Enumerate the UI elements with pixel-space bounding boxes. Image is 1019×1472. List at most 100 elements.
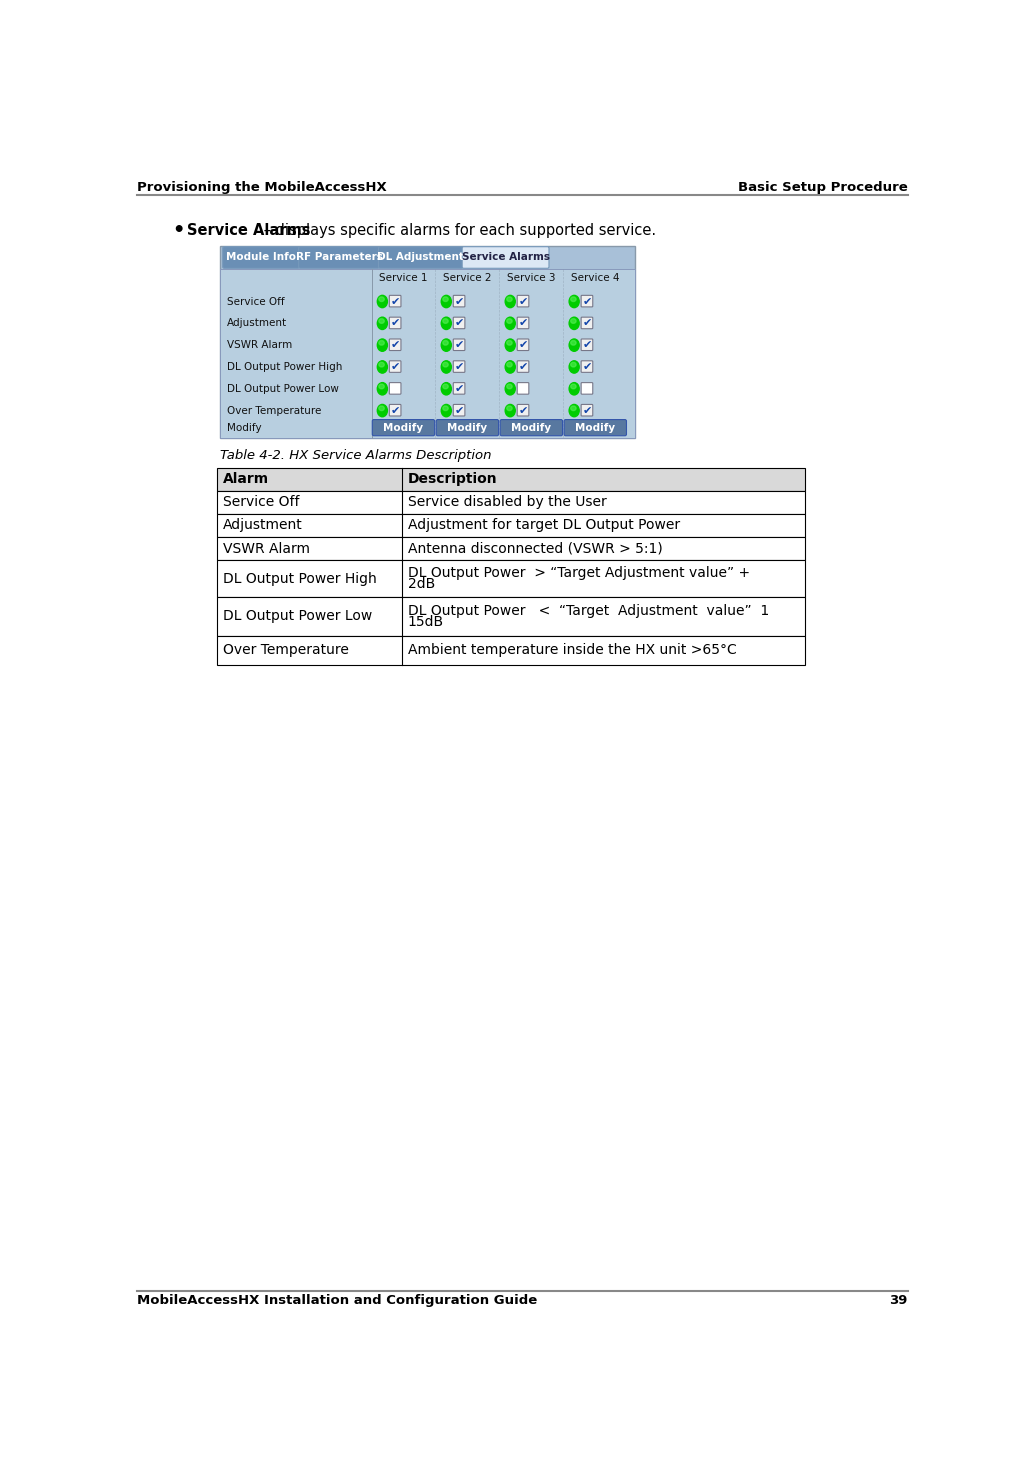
FancyBboxPatch shape — [378, 247, 463, 268]
FancyBboxPatch shape — [453, 339, 465, 350]
Text: DL Output Power Low: DL Output Power Low — [226, 384, 338, 394]
Ellipse shape — [377, 316, 387, 330]
FancyBboxPatch shape — [389, 405, 400, 417]
Ellipse shape — [571, 297, 576, 302]
Text: ✔: ✔ — [454, 318, 464, 328]
FancyBboxPatch shape — [581, 296, 593, 306]
Text: ✔: ✔ — [519, 340, 528, 350]
Ellipse shape — [570, 296, 579, 308]
Bar — [216, 490, 805, 514]
Ellipse shape — [570, 316, 579, 330]
Text: DL Output Power  > “Target Adjustment value” +: DL Output Power > “Target Adjustment val… — [408, 567, 750, 580]
FancyBboxPatch shape — [453, 383, 465, 394]
Text: Service Alarms: Service Alarms — [462, 253, 549, 262]
Text: 2dB: 2dB — [408, 577, 435, 590]
FancyBboxPatch shape — [223, 247, 300, 268]
Ellipse shape — [570, 405, 579, 417]
Ellipse shape — [570, 339, 579, 352]
Text: RF Parameters: RF Parameters — [296, 253, 382, 262]
Ellipse shape — [505, 316, 516, 330]
Ellipse shape — [443, 362, 448, 367]
Text: – displays specific alarms for each supported service.: – displays specific alarms for each supp… — [259, 224, 656, 238]
FancyBboxPatch shape — [453, 296, 465, 306]
FancyBboxPatch shape — [565, 420, 627, 436]
Ellipse shape — [443, 340, 448, 344]
FancyBboxPatch shape — [463, 247, 549, 268]
Text: Ambient temperature inside the HX unit >65°C: Ambient temperature inside the HX unit >… — [408, 643, 737, 657]
Text: ✔: ✔ — [582, 296, 592, 306]
Ellipse shape — [571, 384, 576, 389]
Bar — [216, 514, 805, 537]
Ellipse shape — [443, 297, 448, 302]
Ellipse shape — [506, 406, 513, 411]
Ellipse shape — [379, 297, 384, 302]
Ellipse shape — [571, 406, 576, 411]
Ellipse shape — [377, 405, 387, 417]
FancyBboxPatch shape — [581, 383, 593, 394]
Text: Modify: Modify — [575, 422, 615, 433]
FancyBboxPatch shape — [389, 316, 400, 328]
Text: MobileAccessHX Installation and Configuration Guide: MobileAccessHX Installation and Configur… — [137, 1294, 537, 1307]
Ellipse shape — [571, 340, 576, 344]
Text: ✔: ✔ — [519, 296, 528, 306]
Text: Service 1: Service 1 — [379, 274, 428, 283]
Bar — [220, 269, 635, 439]
Ellipse shape — [505, 296, 516, 308]
Text: ✔: ✔ — [519, 362, 528, 372]
FancyBboxPatch shape — [453, 405, 465, 417]
Ellipse shape — [379, 340, 384, 344]
Text: ✔: ✔ — [582, 362, 592, 372]
Text: Service Off: Service Off — [226, 296, 284, 306]
Text: Adjustment for target DL Output Power: Adjustment for target DL Output Power — [408, 518, 680, 533]
Ellipse shape — [570, 361, 579, 372]
FancyBboxPatch shape — [500, 420, 562, 436]
Text: ✔: ✔ — [519, 406, 528, 415]
FancyBboxPatch shape — [581, 316, 593, 328]
Text: ✔: ✔ — [390, 340, 399, 350]
Text: ✔: ✔ — [454, 362, 464, 372]
Text: •: • — [172, 221, 184, 240]
Ellipse shape — [377, 339, 387, 352]
Text: Adjustment: Adjustment — [223, 518, 303, 533]
Text: Description: Description — [408, 473, 497, 486]
Ellipse shape — [379, 406, 384, 411]
Ellipse shape — [379, 384, 384, 389]
FancyBboxPatch shape — [518, 405, 529, 417]
Ellipse shape — [443, 384, 448, 389]
Text: DL Output Power High: DL Output Power High — [226, 362, 342, 372]
FancyBboxPatch shape — [581, 339, 593, 350]
Ellipse shape — [570, 383, 579, 394]
Text: Modify: Modify — [512, 422, 551, 433]
Ellipse shape — [505, 405, 516, 417]
Text: ✔: ✔ — [582, 340, 592, 350]
Ellipse shape — [506, 384, 513, 389]
Ellipse shape — [571, 362, 576, 367]
Ellipse shape — [379, 319, 384, 324]
Ellipse shape — [443, 406, 448, 411]
Text: Service Alarms: Service Alarms — [187, 224, 311, 238]
Text: Service 4: Service 4 — [571, 274, 620, 283]
FancyBboxPatch shape — [389, 361, 400, 372]
FancyBboxPatch shape — [518, 296, 529, 306]
Ellipse shape — [506, 340, 513, 344]
Text: ✔: ✔ — [582, 406, 592, 415]
Text: Alarm: Alarm — [223, 473, 269, 486]
Text: ✔: ✔ — [519, 318, 528, 328]
Text: DL Output Power High: DL Output Power High — [223, 571, 376, 586]
Text: ✔: ✔ — [454, 340, 464, 350]
Text: Modify: Modify — [383, 422, 424, 433]
Text: Modify: Modify — [226, 422, 261, 433]
FancyBboxPatch shape — [581, 405, 593, 417]
Bar — [220, 246, 635, 439]
FancyBboxPatch shape — [453, 316, 465, 328]
Text: DL Output Power Low: DL Output Power Low — [223, 609, 372, 623]
Ellipse shape — [441, 339, 451, 352]
Text: 39: 39 — [890, 1294, 908, 1307]
Text: ✔: ✔ — [582, 318, 592, 328]
Text: VSWR Alarm: VSWR Alarm — [223, 542, 310, 555]
Text: ✔: ✔ — [390, 296, 399, 306]
Ellipse shape — [506, 319, 513, 324]
Text: Antenna disconnected (VSWR > 5:1): Antenna disconnected (VSWR > 5:1) — [408, 542, 662, 555]
Ellipse shape — [441, 361, 451, 372]
Text: ✔: ✔ — [454, 296, 464, 306]
